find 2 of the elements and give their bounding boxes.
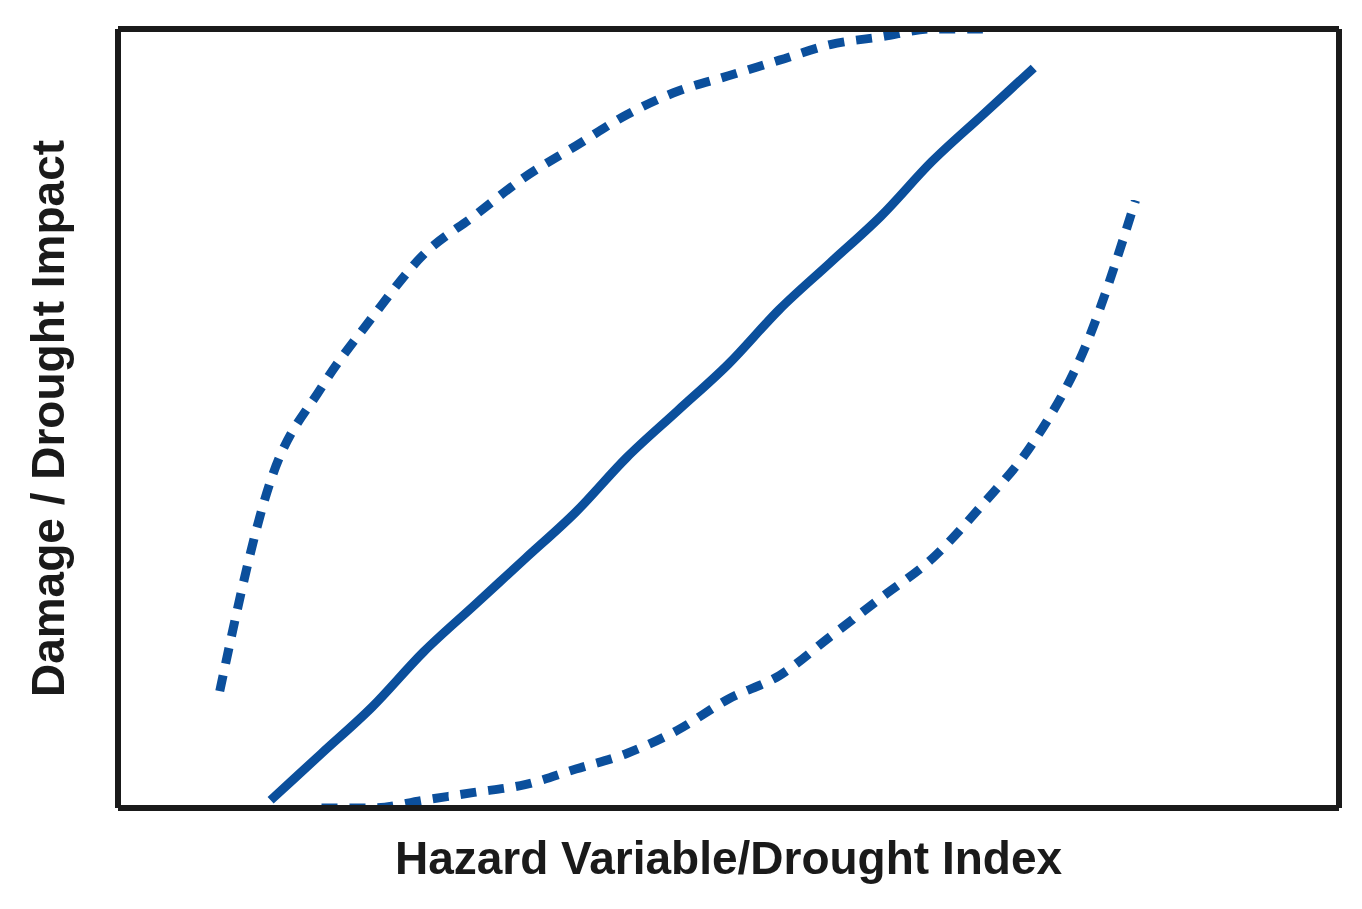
y-axis-title: Damage / Drought Impact [22, 139, 75, 698]
x-axis-title: Hazard Variable/Drought Index [394, 832, 1063, 884]
